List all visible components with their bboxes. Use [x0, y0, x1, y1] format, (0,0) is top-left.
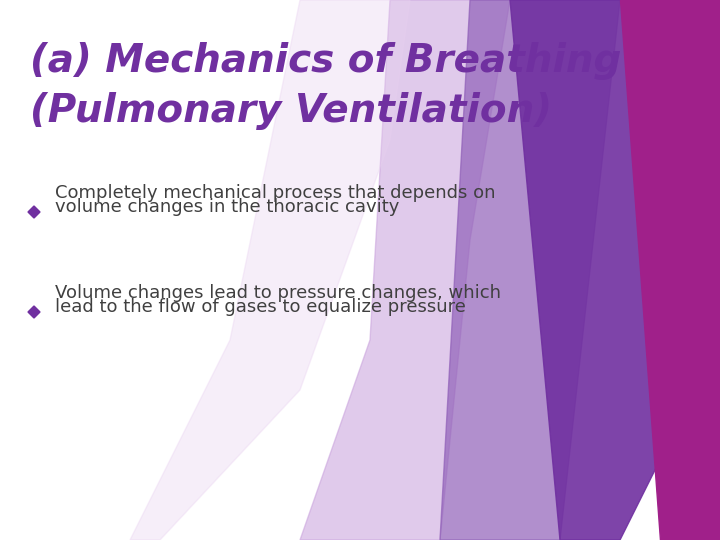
Text: (Pulmonary Ventilation): (Pulmonary Ventilation) [30, 92, 552, 130]
Text: lead to the flow of gases to equalize pressure: lead to the flow of gases to equalize pr… [55, 298, 466, 316]
Polygon shape [130, 0, 410, 540]
Text: volume changes in the thoracic cavity: volume changes in the thoracic cavity [55, 198, 400, 216]
Polygon shape [28, 206, 40, 218]
Polygon shape [510, 0, 720, 540]
Polygon shape [300, 0, 510, 540]
Text: Completely mechanical process that depends on: Completely mechanical process that depen… [55, 184, 495, 202]
Polygon shape [440, 0, 620, 540]
Text: Volume changes lead to pressure changes, which: Volume changes lead to pressure changes,… [55, 284, 501, 302]
Polygon shape [620, 0, 720, 540]
Text: (a) Mechanics of Breathing: (a) Mechanics of Breathing [30, 42, 621, 80]
Polygon shape [28, 306, 40, 318]
